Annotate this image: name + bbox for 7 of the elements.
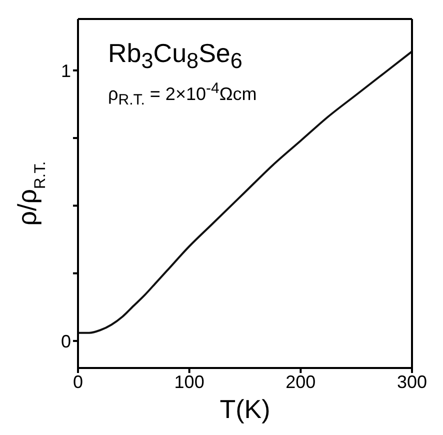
- x-tick-label: 200: [286, 372, 316, 392]
- x-tick-label: 300: [396, 372, 428, 392]
- annotation: Rb$_{3}$Cu$_{8}$Se$_{6}$: [108, 38, 242, 74]
- annotation: ρ$_{R.T.}$ = 2×10$^{-4}$Ωcm: [108, 80, 257, 109]
- x-tick-label: 100: [174, 372, 204, 392]
- x-axis-title: T(K): [220, 394, 270, 424]
- y-tick-label: 1: [60, 60, 71, 81]
